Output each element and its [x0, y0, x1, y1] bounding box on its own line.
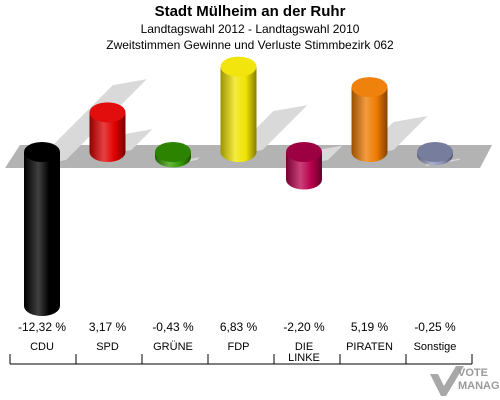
value-label-3: 6,83 % — [220, 320, 258, 334]
bar-top-3 — [220, 56, 257, 77]
logo-text-vote: VOTE — [458, 367, 488, 379]
bar-top-6 — [417, 142, 453, 162]
category-label-5: PIRATEN — [346, 341, 393, 353]
value-label-2: -0,43 % — [152, 320, 194, 334]
bar-top-4 — [286, 142, 322, 162]
category-label-0: CDU — [30, 341, 54, 353]
category-label-3: FDP — [228, 341, 250, 353]
value-label-0: -12,32 % — [18, 320, 66, 334]
logo-text-manager: MANAGER — [458, 380, 500, 392]
category-label-2: GRÜNE — [153, 341, 193, 353]
bar-top-2 — [155, 142, 191, 162]
bar-4 — [286, 152, 322, 190]
bar-top-0 — [24, 142, 60, 162]
bar-top-1 — [89, 102, 126, 123]
bar-shadow-0 — [32, 79, 147, 166]
bar-top-5 — [351, 77, 388, 98]
value-label-5: 5,19 % — [351, 320, 389, 334]
chart-title: Stadt Mülheim an der Ruhr — [154, 3, 346, 20]
bar-5 — [351, 87, 388, 162]
value-label-1: 3,17 % — [89, 320, 127, 334]
bar-0 — [24, 152, 60, 316]
category-label-6: Sonstige — [414, 341, 457, 353]
chart-subtitle: Landtagswahl 2012 - Landtagswahl 2010 — [140, 22, 360, 36]
category-label-4: DIE LINKE — [288, 341, 320, 364]
bar-1 — [89, 112, 126, 162]
category-label-1: SPD — [96, 341, 119, 353]
chart-subtitle-2: Zweitstimmen Gewinne und Verluste Stimmb… — [106, 38, 394, 52]
value-label-4: -2,20 % — [283, 320, 325, 334]
value-label-6: -0,25 % — [414, 320, 456, 334]
vote-check-icon — [430, 366, 464, 396]
bar-3 — [220, 66, 257, 162]
